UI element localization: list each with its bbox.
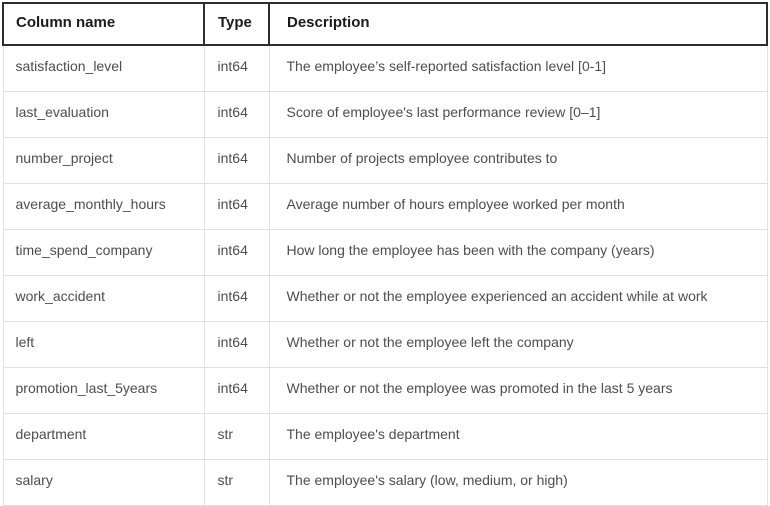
cell-type: int64 [203, 44, 270, 92]
cell-type: int64 [203, 275, 270, 322]
cell-column-name: average_monthly_hours [2, 183, 205, 230]
table-row: time_spend_company int64 How long the em… [2, 229, 768, 276]
cell-description: Whether or not the employee left the com… [268, 321, 768, 368]
cell-column-name: left [2, 321, 205, 368]
table-header: Column name Type Description [2, 2, 768, 46]
cell-description: How long the employee has been with the … [268, 229, 768, 276]
cell-description: The employee's department [268, 413, 768, 460]
cell-type: int64 [203, 321, 270, 368]
cell-column-name: department [2, 413, 205, 460]
cell-column-name: work_accident [2, 275, 205, 322]
cell-description: Score of employee's last performance rev… [268, 91, 768, 138]
table-row: left int64 Whether or not the employee l… [2, 321, 768, 368]
table-body: satisfaction_level int64 The employee’s … [2, 44, 768, 506]
table-row: salary str The employee's salary (low, m… [2, 459, 768, 506]
cell-type: int64 [203, 91, 270, 138]
table-row: satisfaction_level int64 The employee’s … [2, 44, 768, 92]
cell-column-name: last_evaluation [2, 91, 205, 138]
cell-type: int64 [203, 183, 270, 230]
cell-type: int64 [203, 229, 270, 276]
column-header-description: Description [268, 2, 768, 46]
table-row: average_monthly_hours int64 Average numb… [2, 183, 768, 230]
table-row: work_accident int64 Whether or not the e… [2, 275, 768, 322]
column-header-name: Column name [2, 2, 205, 46]
cell-type: str [203, 459, 270, 506]
cell-type: int64 [203, 367, 270, 414]
cell-description: The employee's salary (low, medium, or h… [268, 459, 768, 506]
header-row: Column name Type Description [2, 2, 768, 46]
cell-column-name: number_project [2, 137, 205, 184]
cell-type: str [203, 413, 270, 460]
cell-description: Average number of hours employee worked … [268, 183, 768, 230]
cell-type: int64 [203, 137, 270, 184]
cell-column-name: promotion_last_5years [2, 367, 205, 414]
table-row: department str The employee's department [2, 413, 768, 460]
cell-description: Number of projects employee contributes … [268, 137, 768, 184]
table-row: promotion_last_5years int64 Whether or n… [2, 367, 768, 414]
cell-column-name: salary [2, 459, 205, 506]
cell-description: Whether or not the employee was promoted… [268, 367, 768, 414]
column-header-type: Type [203, 2, 270, 46]
table-row: last_evaluation int64 Score of employee'… [2, 91, 768, 138]
cell-column-name: satisfaction_level [2, 44, 205, 92]
cell-description: Whether or not the employee experienced … [268, 275, 768, 322]
table-row: number_project int64 Number of projects … [2, 137, 768, 184]
cell-column-name: time_spend_company [2, 229, 205, 276]
cell-description: The employee’s self-reported satisfactio… [268, 44, 768, 92]
